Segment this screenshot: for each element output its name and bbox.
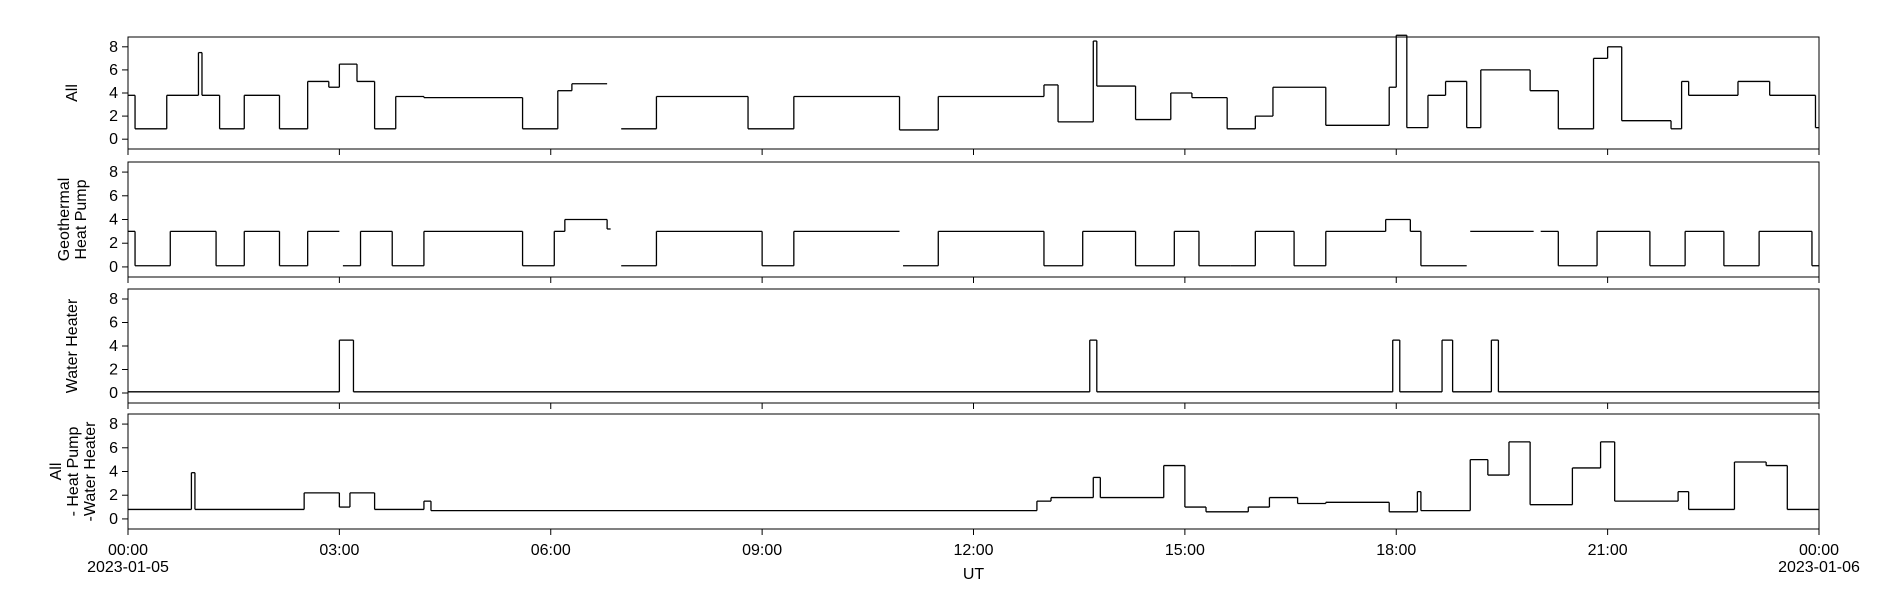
y-tick-label: 4: [109, 464, 118, 481]
y-tick-label: 4: [109, 212, 118, 229]
panel: 0 2 4 6 8 Water Heater: [64, 288, 1820, 409]
x-tick-label: 06:00: [531, 542, 571, 559]
y-axis-label: GeothermalHeat Pump: [56, 178, 90, 262]
y-tick-label: 8: [109, 164, 118, 181]
x-tick-label: 12:00: [953, 542, 993, 559]
y-axis-label: All- Heat Pump-Water Heater: [48, 421, 99, 522]
x-axis-label: UT: [963, 566, 985, 583]
plot-frame: [127, 36, 1820, 150]
y-tick-label: 2: [109, 235, 118, 252]
panel: 0 2 4 6 8 All: [64, 34, 1820, 155]
y-tick-label: 0: [109, 259, 118, 276]
plot-frame: [127, 288, 1820, 404]
panel: 0 2 4 6 8 GeothermalHeat Pump: [56, 161, 1820, 283]
y-tick-label: 6: [109, 440, 118, 457]
y-tick-label: 8: [109, 39, 118, 56]
x-tick-label: 09:00: [742, 542, 782, 559]
y-tick-label: 0: [109, 131, 118, 148]
panel: 0 2 4 6 8 All- Heat Pump-Water Heater: [48, 413, 1820, 535]
y-tick-label: 2: [109, 362, 118, 379]
plot-frame: [127, 161, 1820, 278]
y-tick-label: 6: [109, 314, 118, 331]
y-tick-label: 4: [109, 338, 118, 355]
y-tick-label: 8: [109, 291, 118, 308]
x-tick-label: 21:00: [1588, 542, 1628, 559]
y-tick-label: 4: [109, 85, 118, 102]
y-tick-label: 8: [109, 416, 118, 433]
x-tick-label: 18:00: [1376, 542, 1416, 559]
x-tick-label: 00:00 2023-01-06: [1778, 542, 1860, 576]
y-tick-label: 6: [109, 188, 118, 205]
y-tick-label: 0: [109, 511, 118, 528]
x-tick-label: 15:00: [1165, 542, 1205, 559]
y-tick-label: 2: [109, 108, 118, 125]
plot-frame: [127, 413, 1820, 530]
y-tick-label: 0: [109, 385, 118, 402]
y-tick-label: 2: [109, 487, 118, 504]
y-tick-label: 6: [109, 62, 118, 79]
x-tick-label: 00:00 2023-01-05: [87, 542, 169, 576]
x-tick-label: 03:00: [319, 542, 359, 559]
y-axis-label: All: [64, 84, 81, 102]
y-axis-label: Water Heater: [64, 298, 81, 393]
